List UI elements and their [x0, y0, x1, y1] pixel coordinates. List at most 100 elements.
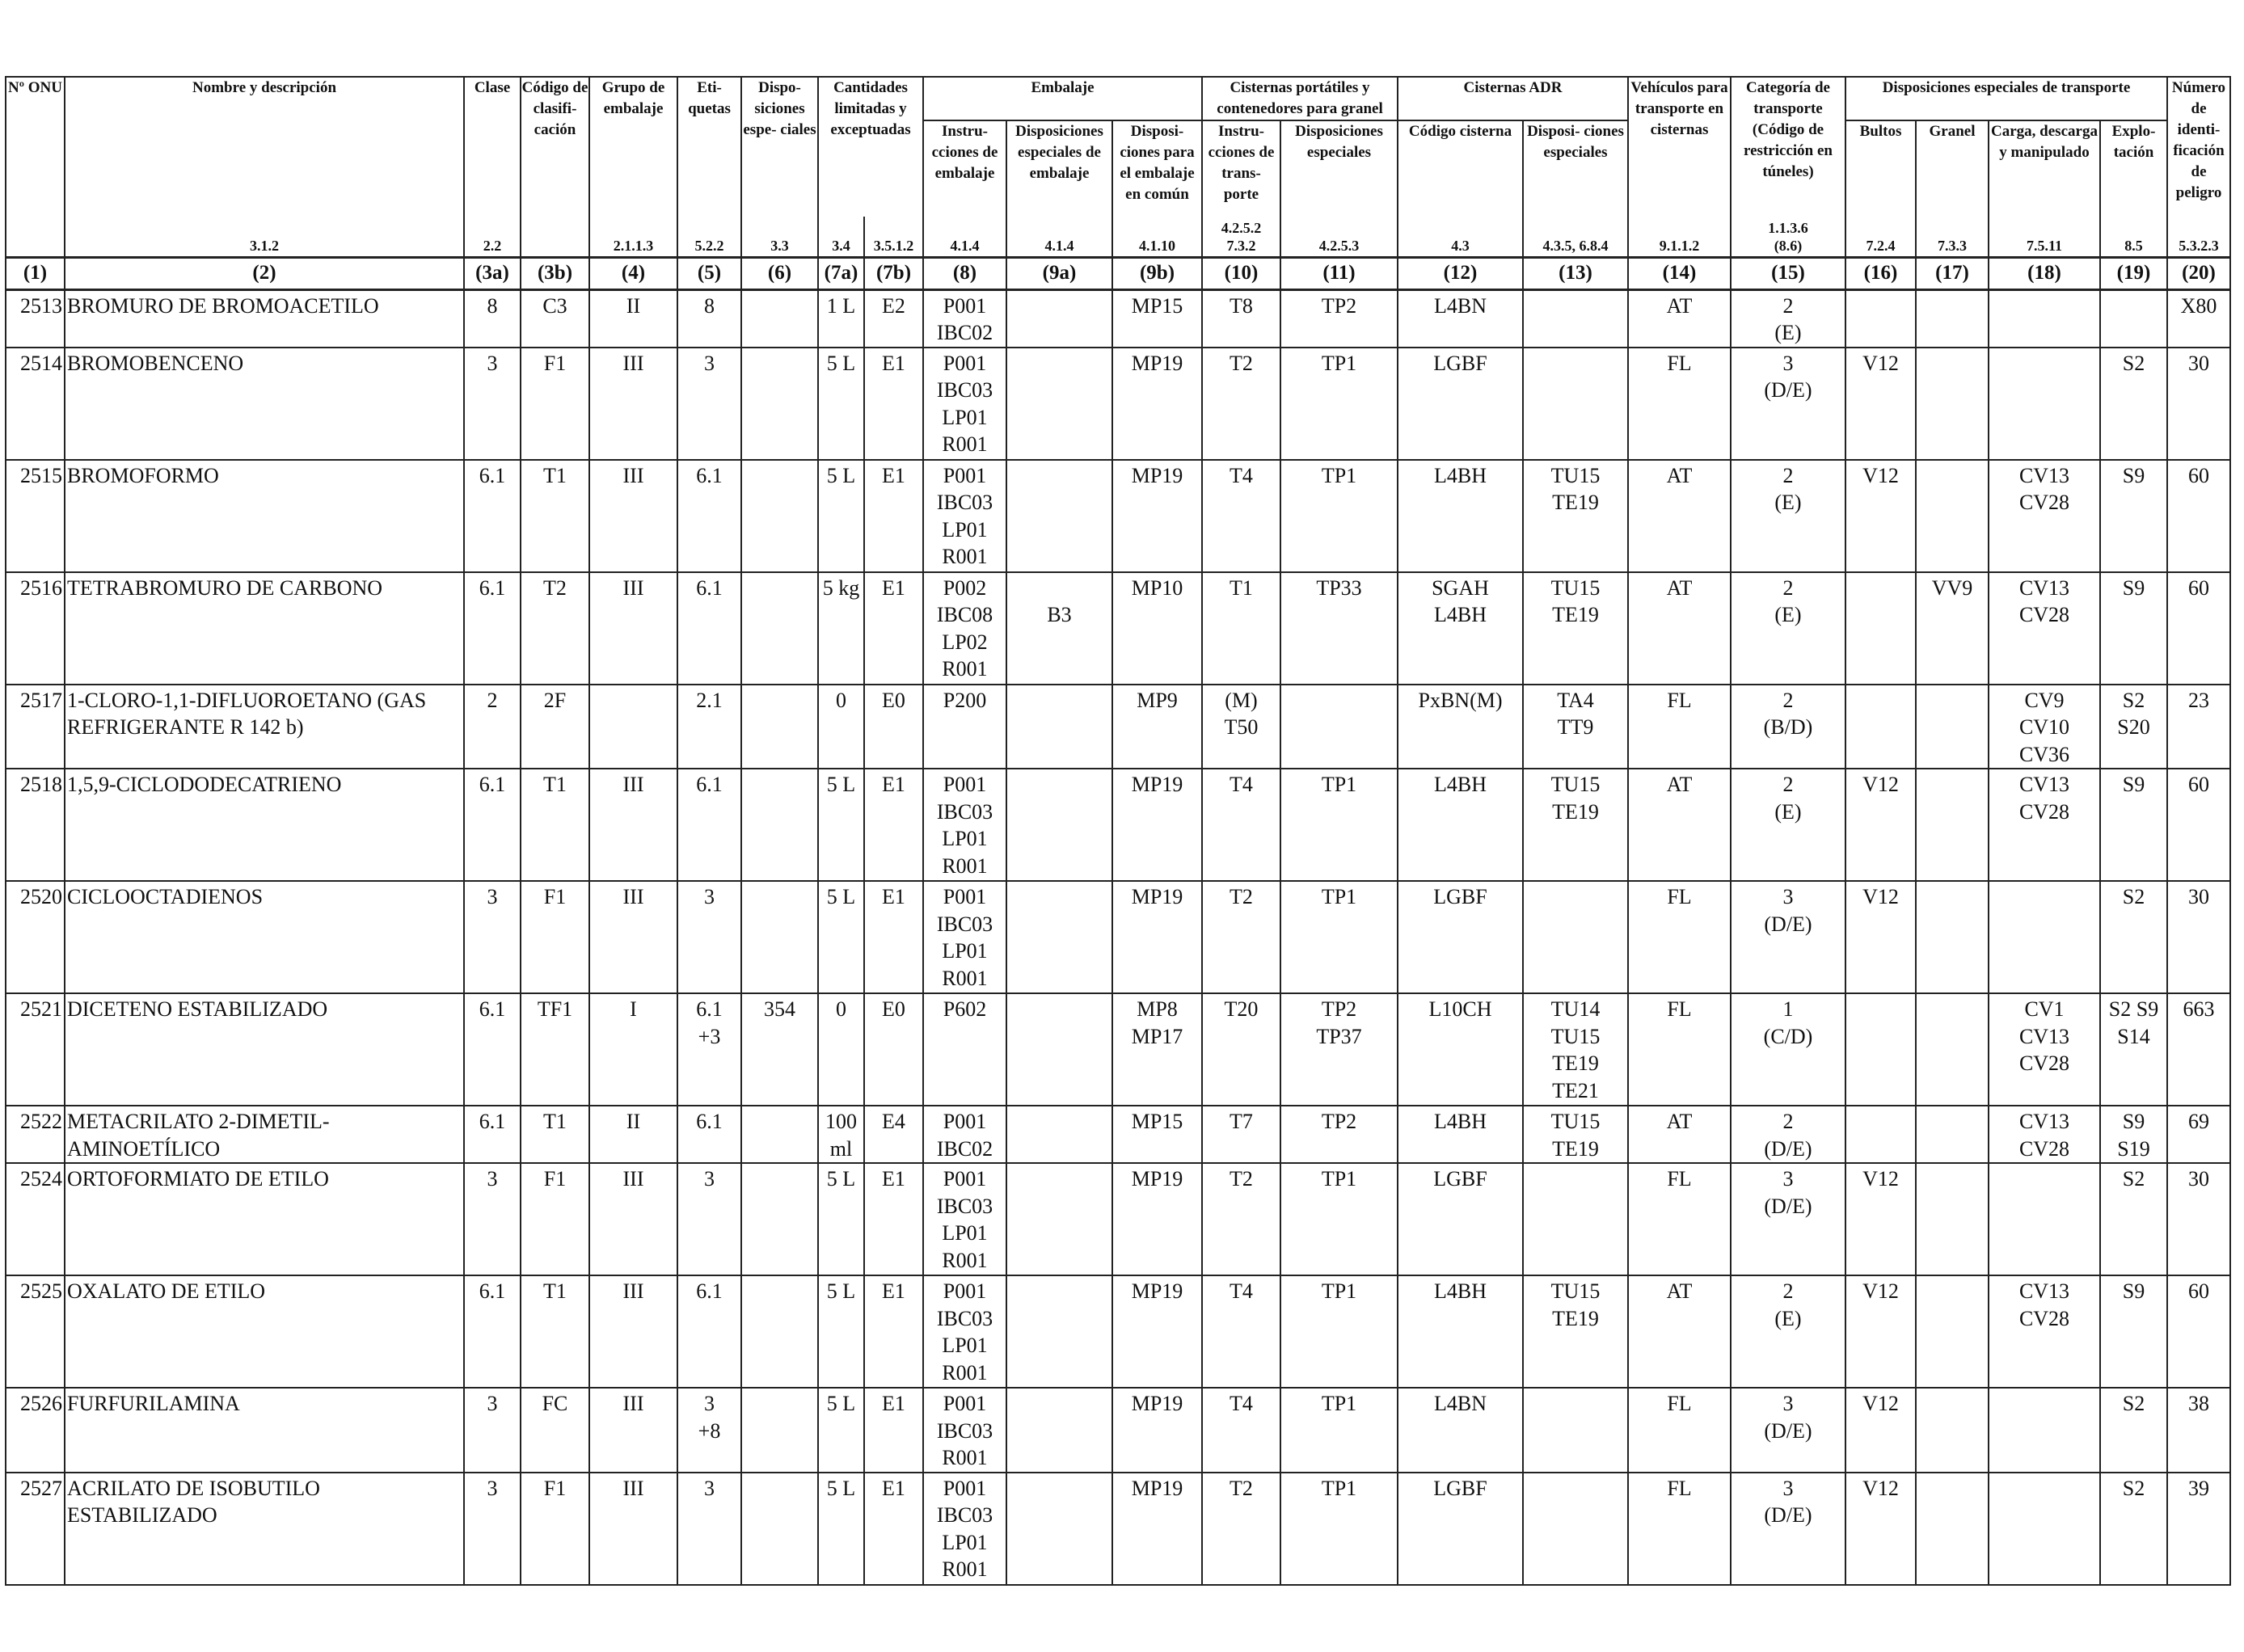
cell-tank-vehicle: FL	[1627, 1471, 1732, 1586]
ref-col-3b	[520, 217, 590, 258]
cell-labels: 3	[677, 880, 742, 994]
cell-special-packing	[1006, 458, 1113, 573]
cell-adr-special	[1522, 880, 1629, 994]
cell-class: 3	[463, 1387, 521, 1473]
cell-operation: S9	[2099, 571, 2168, 685]
cell-limited-quantity: 5 L	[817, 458, 865, 573]
colnum-9b: (9b)	[1111, 255, 1203, 291]
table-row: 2515 BROMOFORMO 6.1 T1 III 6.1 5 L E1 P001 IBC03…	[5, 458, 2231, 573]
cell-classification-code: T1	[520, 768, 590, 882]
cell-operation: S2 S9 S14	[2099, 992, 2168, 1106]
header-class: Clase	[463, 76, 521, 217]
cell-excepted-quantity: E1	[863, 1471, 924, 1586]
cell-bulk	[1915, 1275, 1989, 1389]
ref-col-5: 5.2.2	[677, 217, 742, 258]
cell-classification-code: F1	[520, 880, 590, 994]
header-tank-code: Código cisterna	[1397, 120, 1524, 217]
cell-limited-quantity: 5 L	[817, 1471, 865, 1586]
header-packages: Bultos	[1845, 120, 1917, 217]
cell-packages: V12	[1845, 1387, 1917, 1473]
cell-class: 3	[463, 880, 521, 994]
cell-labels: 6.1	[677, 458, 742, 573]
cell-un-number: 2518	[5, 768, 65, 882]
cell-tank-vehicle: AT	[1627, 1275, 1732, 1389]
cell-tank-special: TP1	[1280, 1387, 1398, 1473]
cell-name: FURFURILAMINA	[64, 1387, 465, 1473]
cell-excepted-quantity: E1	[863, 1162, 924, 1276]
ref-col-9a: 4.1.4	[1006, 217, 1113, 258]
header-portable-tanks-group: Cisternas portátiles y contenedores para…	[1201, 76, 1398, 121]
cell-packages: V12	[1845, 458, 1917, 573]
cell-labels: 8	[677, 289, 742, 348]
cell-packing-instructions: P001 IBC03 LP01 R001	[922, 1471, 1007, 1586]
ref-col-20: 5.3.2.3	[2166, 217, 2231, 258]
header-adr-tanks-group: Cisternas ADR	[1397, 76, 1629, 121]
cell-transport-category: 2 (E)	[1730, 1275, 1846, 1389]
cell-operation: S9 S19	[2099, 1105, 2168, 1164]
header-un-number: Nº ONU	[5, 76, 65, 217]
cell-packages	[1845, 683, 1917, 769]
cell-packing-instructions: P001 IBC03 R001	[922, 1387, 1007, 1473]
cell-hazard-id: 30	[2166, 880, 2231, 994]
cell-tank-code: LGBF	[1397, 1471, 1524, 1586]
cell-classification-code: F1	[520, 1162, 590, 1276]
colnum-15: (15)	[1730, 255, 1846, 291]
cell-tank-vehicle: FL	[1627, 1162, 1732, 1276]
cell-special-packing	[1006, 289, 1113, 348]
cell-mixed-packing: MP19	[1111, 880, 1203, 994]
cell-adr-special: TU15 TE19	[1522, 458, 1629, 573]
cell-hazard-id: 60	[2166, 571, 2231, 685]
cell-labels: 6.1 +3	[677, 992, 742, 1106]
ref-col-3a: 2.2	[463, 217, 521, 258]
cell-excepted-quantity: E1	[863, 346, 924, 461]
cell-hazard-id: 30	[2166, 346, 2231, 461]
cell-un-number: 2520	[5, 880, 65, 994]
table-row: 2513 BROMURO DE BROMOACETILO 8 C3 II 8 1 L E2 P0…	[5, 289, 2231, 348]
cell-tank-instructions: T4	[1201, 1387, 1281, 1473]
cell-tank-instructions: T2	[1201, 880, 1281, 994]
cell-loading: CV13 CV28	[1988, 768, 2101, 882]
cell-name: ORTOFORMIATO DE ETILO	[64, 1162, 465, 1276]
cell-labels: 6.1	[677, 1275, 742, 1389]
cell-adr-special: TU15 TE19	[1522, 571, 1629, 685]
cell-operation: S2	[2099, 880, 2168, 994]
header-transport-category: Categoría de transporte (Código de restr…	[1730, 76, 1846, 217]
cell-excepted-quantity: E0	[863, 683, 924, 769]
colnum-17: (17)	[1915, 255, 1989, 291]
colnum-11: (11)	[1280, 255, 1398, 291]
cell-operation: S9	[2099, 1275, 2168, 1389]
cell-tank-instructions: T4	[1201, 458, 1281, 573]
cell-packing-group: II	[588, 289, 678, 348]
cell-special-packing	[1006, 992, 1113, 1106]
cell-limited-quantity: 5 L	[817, 1387, 865, 1473]
cell-name: METACRILATO 2-DIMETIL-AMINOETÍLICO	[64, 1105, 465, 1164]
table-row: 2526 FURFURILAMINA 3 FC III 3 +8 5 L E1 P001 IBC…	[5, 1387, 2231, 1473]
cell-operation: S2	[2099, 1471, 2168, 1586]
table-row: 2522 METACRILATO 2-DIMETIL-AMINOETÍLICO 6.…	[5, 1105, 2231, 1164]
cell-tank-instructions: T2	[1201, 346, 1281, 461]
cell-packages: V12	[1845, 1275, 1917, 1389]
ref-col-10: 4.2.5.2 7.3.2	[1201, 217, 1281, 258]
cell-limited-quantity: 100 ml	[817, 1105, 865, 1164]
cell-class: 2	[463, 683, 521, 769]
header-packaging-group: Embalaje	[922, 76, 1203, 121]
header-hazard-id: Número de identi- ficación de peligro	[2166, 76, 2231, 217]
header-bulk: Granel	[1915, 120, 1989, 217]
ref-col-17: 7.3.3	[1915, 217, 1989, 258]
ref-col-9b: 4.1.10	[1111, 217, 1203, 258]
colnum-16: (16)	[1845, 255, 1917, 291]
cell-labels: 6.1	[677, 768, 742, 882]
cell-name: CICLOOCTADIENOS	[64, 880, 465, 994]
cell-adr-special	[1522, 346, 1629, 461]
cell-classification-code: C3	[520, 289, 590, 348]
cell-un-number: 2521	[5, 992, 65, 1106]
cell-un-number: 2517	[5, 683, 65, 769]
cell-tank-vehicle: AT	[1627, 768, 1732, 882]
cell-special-provisions	[740, 683, 819, 769]
cell-classification-code: FC	[520, 1387, 590, 1473]
cell-tank-vehicle: FL	[1627, 1387, 1732, 1473]
cell-hazard-id: 60	[2166, 768, 2231, 882]
table-row: 2514 BROMOBENCENO 3 F1 III 3 5 L E1 P001 IBC03 L…	[5, 346, 2231, 461]
cell-transport-category: 3 (D/E)	[1730, 1162, 1846, 1276]
cell-bulk	[1915, 1387, 1989, 1473]
